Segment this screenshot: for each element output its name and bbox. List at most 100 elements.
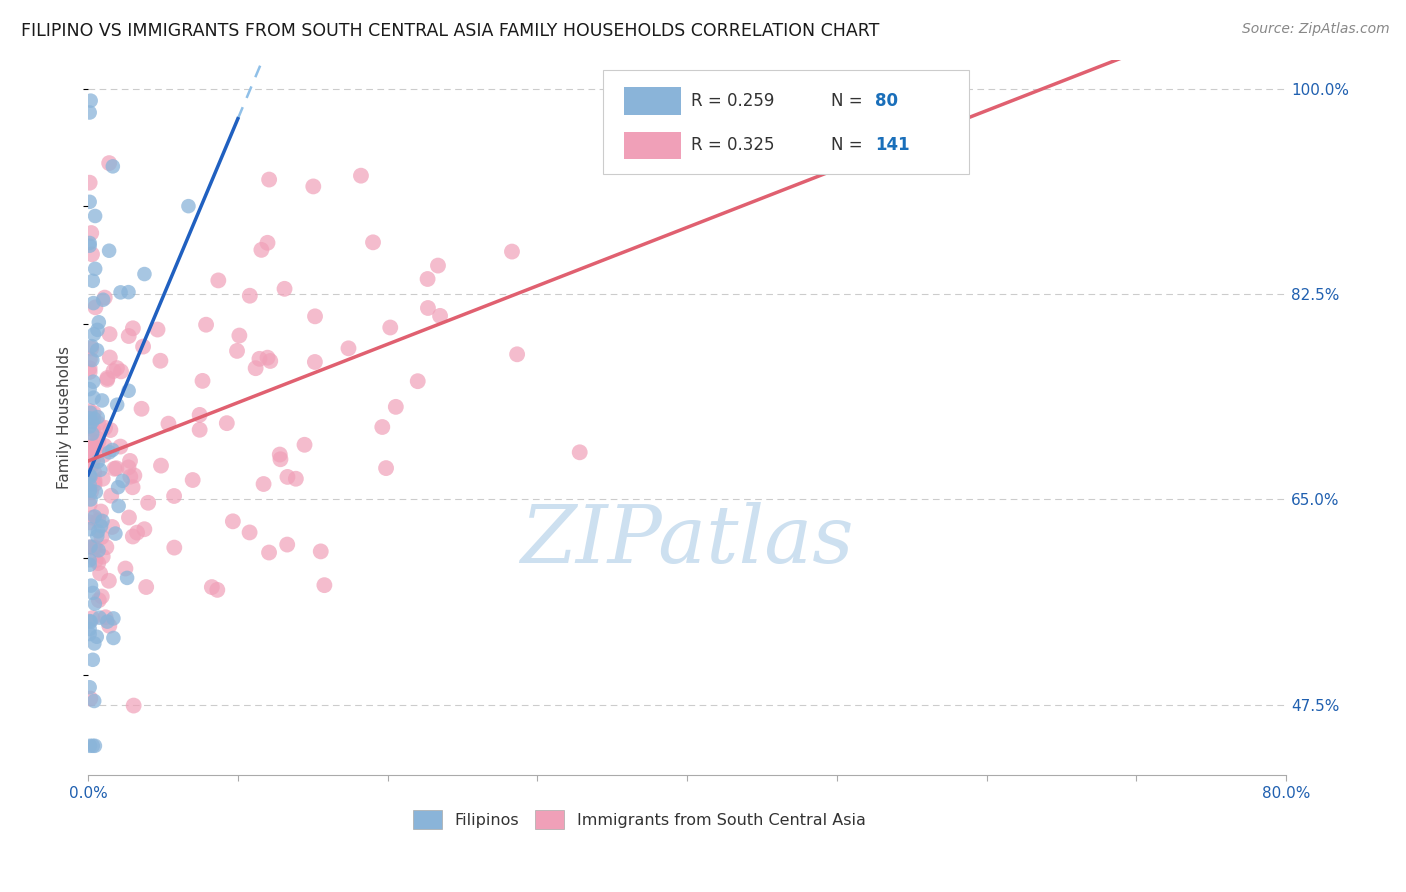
Point [250,243,273,257]
Point [304,310,326,324]
Point [406,374,429,388]
Point [90,590,112,604]
Point [122,698,145,713]
Point [82,422,104,436]
Point [80,484,103,499]
Point [117,285,139,300]
Point [87,416,110,430]
Point [98,327,121,342]
Point [79,361,101,376]
Point [79,739,101,753]
Point [568,445,591,459]
Point [79,406,101,420]
Point [427,259,450,273]
Point [87,556,110,570]
Point [87,593,110,607]
Point [79,483,101,497]
Point [97,574,120,588]
Point [79,194,101,209]
Y-axis label: Family Households: Family Households [58,346,72,489]
Text: FILIPINO VS IMMIGRANTS FROM SOUTH CENTRAL ASIA FAMILY HOUSEHOLDS CORRELATION CHA: FILIPINO VS IMMIGRANTS FROM SOUTH CENTRA… [21,22,880,40]
Point [90,530,112,544]
Point [91,514,114,528]
Point [380,320,402,334]
Point [84,261,107,276]
Point [79,450,101,464]
Point [86,343,108,358]
Point [118,510,141,524]
Point [82,426,104,441]
Point [79,468,101,483]
Point [79,614,101,628]
Point [101,520,124,534]
Point [131,401,153,416]
Point [83,466,105,480]
Point [79,553,101,567]
Point [222,514,245,528]
Point [118,329,141,343]
Point [83,406,105,420]
Point [101,159,124,173]
Point [80,226,103,240]
Point [375,461,398,475]
Point [80,458,103,472]
Point [79,627,101,641]
Point [228,328,250,343]
Legend: Filipinos, Immigrants from South Central Asia: Filipinos, Immigrants from South Central… [406,804,872,835]
Point [80,342,103,356]
Point [117,460,139,475]
Text: 80: 80 [875,92,898,110]
Point [96,373,118,387]
Point [103,611,125,625]
Point [269,452,291,467]
Point [188,408,211,422]
Point [91,293,114,307]
Point [91,472,114,486]
Point [111,474,134,488]
Point [86,323,108,337]
Text: N =: N = [831,136,868,154]
Point [239,289,262,303]
Point [163,489,186,503]
Point [256,351,278,365]
Point [117,384,139,398]
Point [269,448,291,462]
Point [201,580,224,594]
Point [87,513,110,527]
Point [132,340,155,354]
Point [82,653,104,667]
Point [259,354,281,368]
Point [195,318,218,332]
Point [87,454,110,468]
Point [239,525,262,540]
Point [87,315,110,329]
Point [79,176,101,190]
Point [82,611,104,625]
Point [79,622,101,636]
Point [79,470,101,484]
Text: 141: 141 [875,136,910,154]
Point [110,364,132,378]
Point [361,235,384,250]
Point [83,739,105,753]
Point [314,578,336,592]
Point [84,441,107,455]
Point [84,209,107,223]
Point [304,355,326,369]
Point [79,105,101,120]
Point [83,597,105,611]
Point [83,509,105,524]
Point [226,343,249,358]
Point [645,94,668,108]
Text: R = 0.259: R = 0.259 [690,92,775,110]
Point [79,522,101,536]
Point [501,244,523,259]
Point [80,615,103,629]
Point [82,375,104,389]
Point [188,423,211,437]
Point [82,296,104,310]
Point [80,579,103,593]
Text: ZIPatlas: ZIPatlas [520,502,853,579]
Point [276,538,298,552]
Bar [624,87,681,114]
